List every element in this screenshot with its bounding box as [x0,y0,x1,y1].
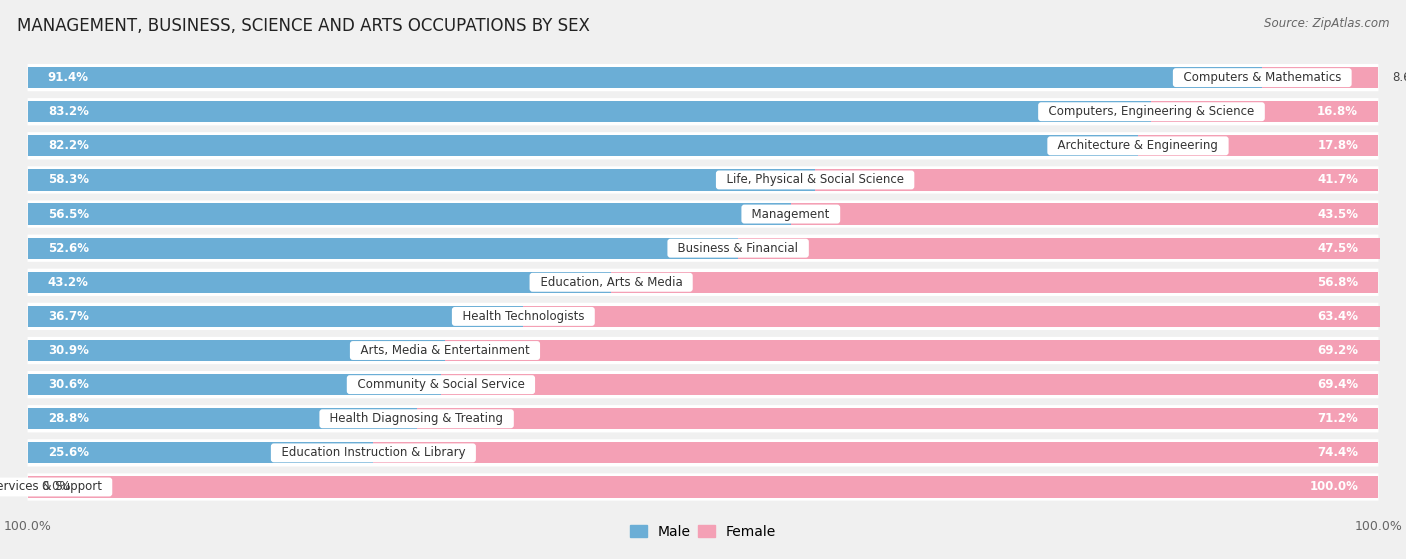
Text: 56.8%: 56.8% [1317,276,1358,289]
Bar [28,340,444,361]
Text: Health Technologists: Health Technologists [454,310,592,323]
Bar [28,101,1152,122]
Text: Education Instruction & Library: Education Instruction & Library [274,447,472,459]
Text: Legal Services & Support: Legal Services & Support [0,481,110,494]
Bar [28,408,416,429]
Text: MANAGEMENT, BUSINESS, SCIENCE AND ARTS OCCUPATIONS BY SEX: MANAGEMENT, BUSINESS, SCIENCE AND ARTS O… [17,17,589,35]
Bar [28,203,790,225]
Bar [28,238,738,259]
Text: Source: ZipAtlas.com: Source: ZipAtlas.com [1264,17,1389,30]
Text: 16.8%: 16.8% [1317,105,1358,118]
Bar [790,203,1378,225]
FancyBboxPatch shape [28,371,1378,398]
Text: 47.5%: 47.5% [1317,241,1358,255]
Text: 28.8%: 28.8% [48,412,89,425]
Text: 41.7%: 41.7% [1317,173,1358,187]
Text: 8.6%: 8.6% [1392,71,1406,84]
Bar [28,67,1263,88]
Bar [444,340,1379,361]
Text: Arts, Media & Entertainment: Arts, Media & Entertainment [353,344,537,357]
Text: Business & Financial: Business & Financial [671,241,806,255]
Text: 100.0%: 100.0% [1309,481,1358,494]
FancyBboxPatch shape [28,235,1378,262]
FancyBboxPatch shape [28,167,1378,193]
Text: 0.0%: 0.0% [41,481,70,494]
Bar [28,306,523,327]
Bar [28,442,374,463]
Bar [612,272,1378,293]
Text: 17.8%: 17.8% [1317,139,1358,153]
Text: 30.6%: 30.6% [48,378,89,391]
Text: Health Diagnosing & Treating: Health Diagnosing & Treating [322,412,510,425]
FancyBboxPatch shape [28,201,1378,228]
Text: 69.2%: 69.2% [1317,344,1358,357]
Bar [1137,135,1378,157]
Text: Life, Physical & Social Science: Life, Physical & Social Science [718,173,911,187]
Text: 91.4%: 91.4% [48,71,89,84]
Bar [28,476,1378,498]
Text: Computers, Engineering & Science: Computers, Engineering & Science [1040,105,1261,118]
Text: 36.7%: 36.7% [48,310,89,323]
Text: 43.5%: 43.5% [1317,207,1358,221]
FancyBboxPatch shape [28,98,1378,125]
FancyBboxPatch shape [28,303,1378,330]
Text: Architecture & Engineering: Architecture & Engineering [1050,139,1226,153]
Bar [416,408,1378,429]
Bar [28,272,612,293]
Text: 69.4%: 69.4% [1317,378,1358,391]
Bar [523,306,1379,327]
Bar [374,442,1378,463]
Bar [815,169,1378,191]
Text: 30.9%: 30.9% [48,344,89,357]
Bar [28,135,1137,157]
Text: 83.2%: 83.2% [48,105,89,118]
Text: Computers & Mathematics: Computers & Mathematics [1175,71,1348,84]
Bar [28,374,441,395]
Bar [441,374,1378,395]
Bar [738,238,1379,259]
FancyBboxPatch shape [28,64,1378,91]
Text: 25.6%: 25.6% [48,447,89,459]
Text: 58.3%: 58.3% [48,173,89,187]
FancyBboxPatch shape [28,439,1378,467]
Text: Community & Social Service: Community & Social Service [350,378,531,391]
FancyBboxPatch shape [28,132,1378,159]
Bar [1263,67,1378,88]
Legend: Male, Female: Male, Female [624,519,782,544]
Text: 56.5%: 56.5% [48,207,89,221]
Text: 71.2%: 71.2% [1317,412,1358,425]
Text: Management: Management [744,207,837,221]
FancyBboxPatch shape [28,405,1378,433]
FancyBboxPatch shape [28,473,1378,501]
Text: 82.2%: 82.2% [48,139,89,153]
FancyBboxPatch shape [28,337,1378,364]
Text: 52.6%: 52.6% [48,241,89,255]
Text: Education, Arts & Media: Education, Arts & Media [533,276,690,289]
Bar [1152,101,1378,122]
Text: 63.4%: 63.4% [1317,310,1358,323]
Text: 74.4%: 74.4% [1317,447,1358,459]
Bar [28,169,815,191]
Text: 43.2%: 43.2% [48,276,89,289]
FancyBboxPatch shape [28,269,1378,296]
